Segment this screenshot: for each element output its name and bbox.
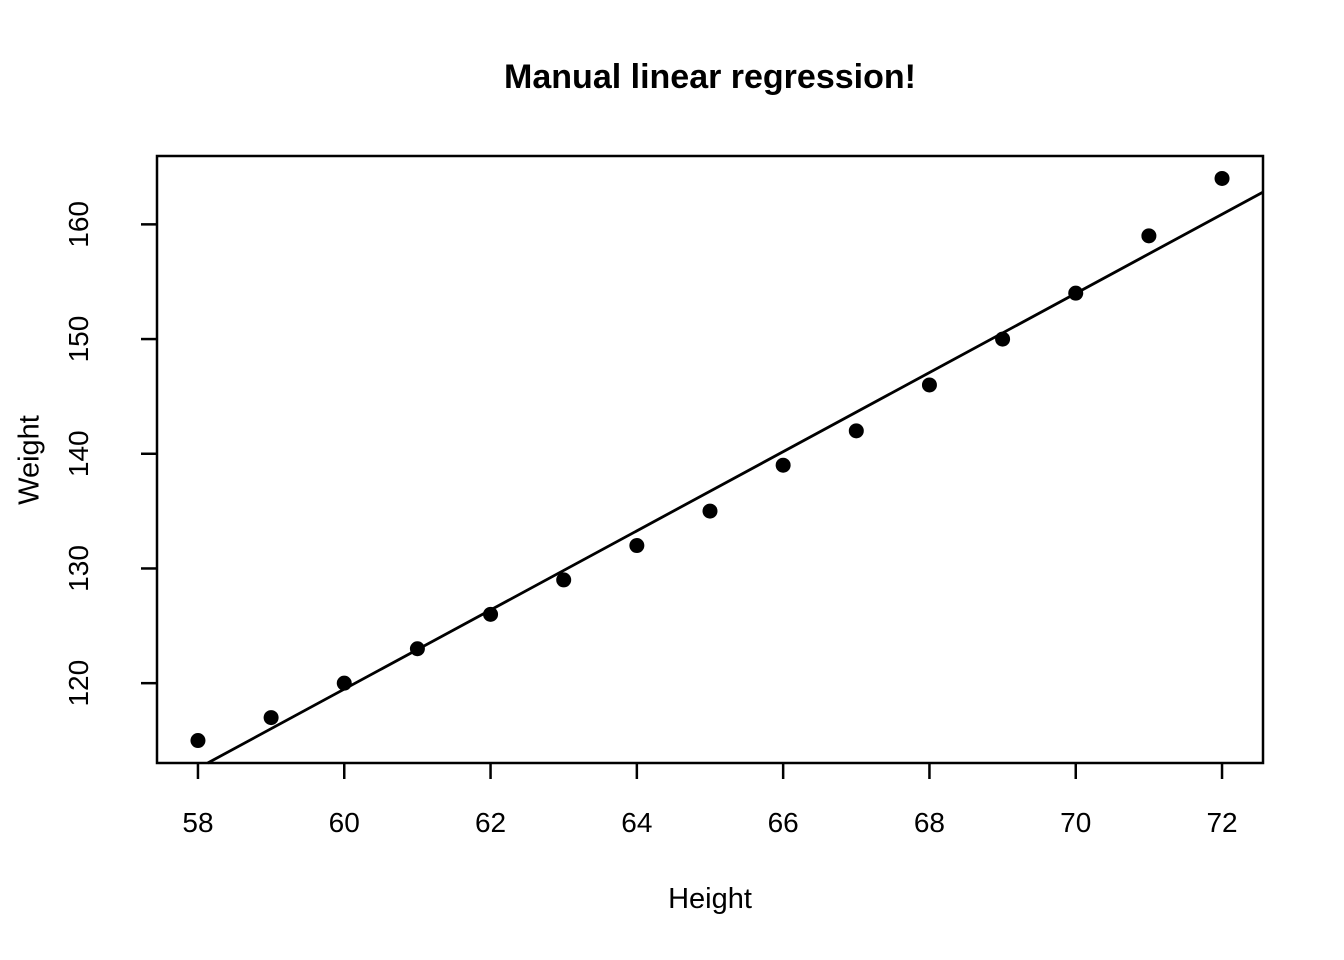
regression-line bbox=[207, 190, 1264, 765]
data-point bbox=[921, 377, 937, 393]
data-point bbox=[483, 606, 499, 622]
data-point bbox=[629, 538, 645, 554]
y-tick-label: 140 bbox=[63, 430, 94, 477]
plot-box bbox=[155, 154, 1265, 765]
x-tick-label: 72 bbox=[1206, 807, 1237, 838]
data-point bbox=[1068, 285, 1084, 301]
y-tick-label: 120 bbox=[63, 660, 94, 707]
x-tick-label: 58 bbox=[182, 807, 213, 838]
y-tick-label: 130 bbox=[63, 545, 94, 592]
data-point bbox=[409, 641, 425, 657]
x-tick-label: 62 bbox=[475, 807, 506, 838]
data-point bbox=[1214, 170, 1230, 186]
data-point bbox=[702, 503, 718, 519]
x-axis-label: Height bbox=[668, 883, 752, 915]
data-point bbox=[190, 733, 206, 749]
data-point bbox=[775, 457, 791, 473]
x-tick-label: 70 bbox=[1060, 807, 1091, 838]
chart-title: Manual linear regression! bbox=[504, 58, 916, 96]
data-point bbox=[848, 423, 864, 439]
x-tick-label: 68 bbox=[914, 807, 945, 838]
data-point bbox=[263, 710, 279, 726]
x-tick-label: 66 bbox=[768, 807, 799, 838]
data-point bbox=[336, 675, 352, 691]
data-point bbox=[556, 572, 572, 588]
y-tick-label: 150 bbox=[63, 316, 94, 363]
data-point bbox=[995, 331, 1011, 347]
x-tick-label: 64 bbox=[621, 807, 652, 838]
y-tick-label: 160 bbox=[63, 201, 94, 248]
y-axis-label: Weight bbox=[13, 415, 46, 505]
x-tick-label: 60 bbox=[329, 807, 360, 838]
data-point bbox=[1141, 228, 1157, 244]
